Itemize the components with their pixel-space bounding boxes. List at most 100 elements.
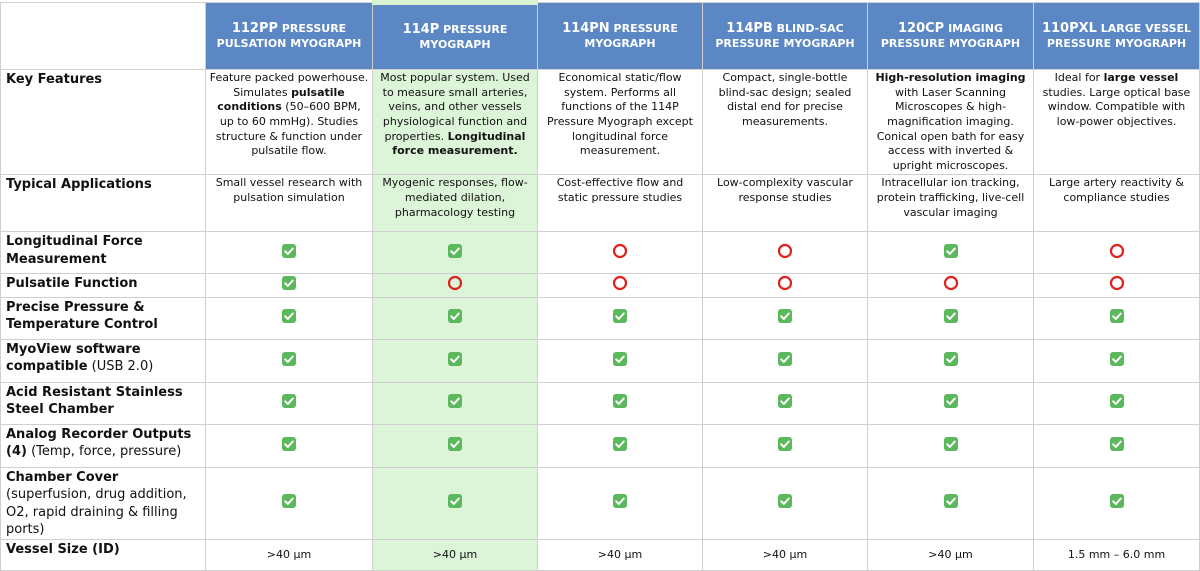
table-cell <box>372 273 538 298</box>
table-cell: >40 µm <box>702 539 868 571</box>
table-cell <box>867 231 1034 275</box>
table-cell <box>867 466 1034 541</box>
text: >40 µm <box>266 547 312 561</box>
table-cell <box>372 466 538 541</box>
check-icon <box>1109 436 1124 451</box>
text: (USB 2.0) <box>87 359 154 375</box>
text: Compact, single-bottle blind-sac design;… <box>718 71 852 128</box>
row-label: Vessel Size (ID) <box>0 539 206 571</box>
table-cell <box>372 339 538 383</box>
text: Feature packed powerhouse. Simulates <box>209 71 369 99</box>
text: Myogenic responses, flow-mediated dilati… <box>382 176 528 219</box>
no-icon <box>1109 276 1124 291</box>
bold-text: large vessel <box>1103 71 1179 84</box>
table-row: MyoView software compatible (USB 2.0) <box>0 339 1200 383</box>
text: >40 µm <box>597 547 643 561</box>
table-cell <box>205 297 373 340</box>
row-label: Longitudinal Force Measurement <box>0 231 206 275</box>
table-row: Acid Resistant Stainless Steel Chamber <box>0 382 1200 425</box>
text: (Temp, force, pressure) <box>26 444 182 460</box>
column-header: 120CP IMAGING PRESSURE MYOGRAPH <box>867 2 1034 70</box>
table-cell <box>1033 339 1200 383</box>
model-name: IMAGING PRESSURE MYOGRAPH <box>880 22 1021 51</box>
check-icon <box>448 309 462 324</box>
check-icon <box>778 351 792 366</box>
row-label: Typical Applications <box>0 174 206 233</box>
table-body: Key Features Feature packed powerhouse. S… <box>0 68 1200 571</box>
row-label: Pulsatile Function <box>0 273 206 298</box>
text: >40 µm <box>928 547 973 561</box>
table-cell <box>537 297 703 340</box>
no-icon <box>612 243 628 258</box>
table-row: Key Features Feature packed powerhouse. S… <box>0 68 1200 176</box>
no-icon <box>612 276 628 291</box>
table-cell: Economical static/flow system. Performs … <box>537 68 703 176</box>
check-icon <box>282 394 296 409</box>
model-name: BLIND-SAC PRESSURE MYOGRAPH <box>715 22 855 51</box>
check-icon <box>282 276 296 291</box>
row-label: Analog Recorder Outputs (4) (Temp, force… <box>0 424 206 468</box>
check-icon <box>613 309 627 324</box>
model-code: 110PXL <box>1041 21 1097 37</box>
check-icon <box>282 243 296 258</box>
header-row: 112PP PRESSURE PULSATION MYOGRAPH 114P PR… <box>0 0 1200 70</box>
table-cell <box>867 424 1034 468</box>
table-row: Typical Applications Small vessel researc… <box>0 174 1200 233</box>
table-row: Chamber Cover (superfusion, drug additio… <box>0 466 1200 541</box>
table-cell: >40 µm <box>372 539 538 571</box>
table-cell: Feature packed powerhouse. Simulates pul… <box>205 68 373 176</box>
no-icon <box>777 243 793 258</box>
column-header: 110PXL LARGE VESSEL PRESSURE MYOGRAPH <box>1033 2 1200 70</box>
model-code: 114PN <box>562 21 610 37</box>
check-icon <box>282 494 296 509</box>
column-header: 114P PRESSURE MYOGRAPH <box>372 0 538 70</box>
table-row: Analog Recorder Outputs (4) (Temp, force… <box>0 424 1200 468</box>
check-icon <box>282 436 296 451</box>
check-icon <box>448 351 462 366</box>
no-icon <box>1109 243 1124 258</box>
column-header: 114PB BLIND-SAC PRESSURE MYOGRAPH <box>702 2 868 70</box>
row-label: MyoView software compatible (USB 2.0) <box>0 339 206 383</box>
corner-cell <box>0 2 206 70</box>
table-cell: Large artery reactivity & compliance stu… <box>1033 174 1200 233</box>
check-icon <box>448 494 462 509</box>
bold-text: Chamber Cover <box>6 470 119 485</box>
table-cell <box>1033 231 1200 275</box>
check-icon <box>943 494 958 509</box>
text: studies. Large optical base window. Comp… <box>1042 85 1191 128</box>
table-cell <box>372 297 538 340</box>
table-cell <box>537 382 703 425</box>
table-row: Longitudinal Force Measurement <box>0 231 1200 275</box>
text: Economical static/flow system. Performs … <box>547 71 693 158</box>
check-icon <box>943 436 958 451</box>
model-name: LARGE VESSEL PRESSURE MYOGRAPH <box>1046 22 1192 51</box>
table-row: Precise Pressure & Temperature Control <box>0 297 1200 340</box>
model-name: PRESSURE PULSATION MYOGRAPH <box>216 22 362 51</box>
model-code: 112PP <box>231 21 279 37</box>
check-icon <box>448 394 462 409</box>
check-icon <box>282 309 296 324</box>
check-icon <box>943 309 958 324</box>
table-cell <box>205 382 373 425</box>
bold-text: Vessel Size (ID) <box>6 542 120 558</box>
table-cell <box>702 339 868 383</box>
table-cell: Intracellular ion tracking, protein traf… <box>867 174 1034 233</box>
table-cell: Small vessel research with pulsation sim… <box>205 174 373 233</box>
check-icon <box>943 243 958 258</box>
table-cell <box>205 339 373 383</box>
table-cell: >40 µm <box>867 539 1034 571</box>
text: Low-complexity vascular response studies <box>717 176 853 204</box>
check-icon <box>778 494 792 509</box>
table-cell <box>372 424 538 468</box>
check-icon <box>613 394 627 409</box>
bold-text: Precise Pressure & Temperature Control <box>6 300 158 333</box>
check-icon <box>448 243 462 258</box>
table-cell: 1.5 mm – 6.0 mm <box>1033 539 1200 571</box>
table-cell: High-resolution imaging with Laser Scann… <box>867 68 1034 176</box>
table-cell: Low-complexity vascular response studies <box>702 174 868 233</box>
table-cell: Ideal for large vessel studies. Large op… <box>1033 68 1200 176</box>
table-cell <box>702 466 868 541</box>
bold-text: High-resolution imaging <box>875 71 1026 84</box>
